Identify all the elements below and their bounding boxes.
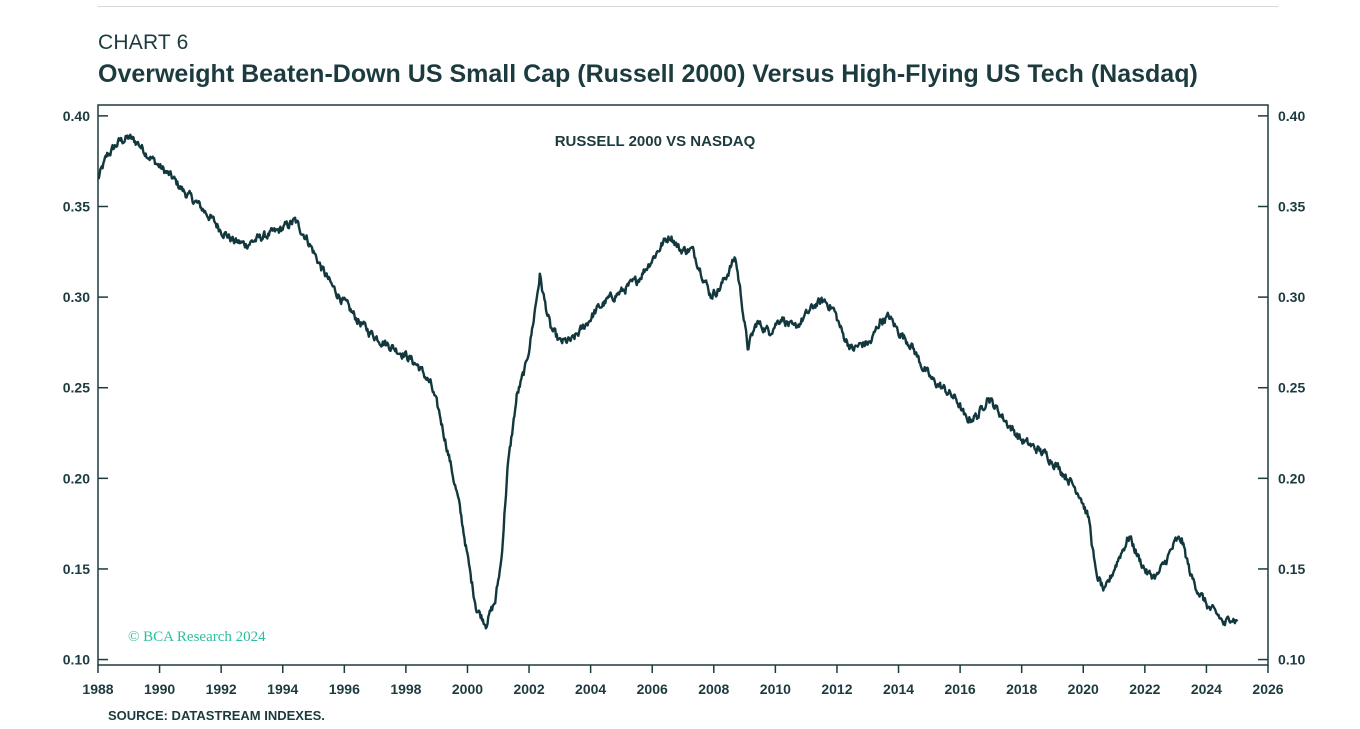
y-tick-label-right: 0.25 xyxy=(1278,380,1305,396)
x-tick-label: 2014 xyxy=(883,681,914,697)
top-divider xyxy=(98,6,1278,7)
x-tick-label: 2004 xyxy=(575,681,606,697)
x-tick-label: 2020 xyxy=(1068,681,1099,697)
x-tick-label: 2000 xyxy=(452,681,483,697)
series-line-russell-vs-nasdaq xyxy=(97,133,1239,630)
y-tick-label-right: 0.35 xyxy=(1278,198,1305,214)
y-tick-label-right: 0.40 xyxy=(1278,108,1305,124)
x-tick-label: 2002 xyxy=(513,681,544,697)
x-tick-label: 2026 xyxy=(1252,681,1283,697)
x-tick-label: 1992 xyxy=(206,681,237,697)
x-tick-label: 2022 xyxy=(1129,681,1160,697)
y-tick-label-left: 0.40 xyxy=(63,108,90,124)
chart-inner-title: RUSSELL 2000 VS NASDAQ xyxy=(555,133,756,150)
x-tick-label: 2006 xyxy=(637,681,668,697)
y-tick-label-left: 0.25 xyxy=(63,380,90,396)
page-title: Overweight Beaten-Down US Small Cap (Rus… xyxy=(98,60,1198,88)
y-axis-right: 0.10 0.15 0.20 0.25 0.30 0.35 0.40 xyxy=(1258,108,1305,668)
y-tick-label-left: 0.10 xyxy=(63,652,90,668)
x-axis: 1988 1990 1992 1994 1996 1998 2000 2002 2004 2006… xyxy=(82,665,1284,697)
y-axis-left: 0.10 0.15 0.20 0.25 0.30 0.35 0.40 xyxy=(63,108,108,668)
y-tick-label-left: 0.35 xyxy=(63,198,90,214)
y-tick-label-right: 0.10 xyxy=(1278,652,1305,668)
x-tick-label: 2018 xyxy=(1006,681,1037,697)
y-tick-label-left: 0.20 xyxy=(63,470,90,486)
y-tick-label-right: 0.15 xyxy=(1278,561,1305,577)
x-tick-label: 1994 xyxy=(267,681,298,697)
source-note: SOURCE: DATASTREAM INDEXES. xyxy=(108,708,325,723)
x-tick-label: 2010 xyxy=(760,681,791,697)
y-tick-label-left: 0.15 xyxy=(63,561,90,577)
plot-frame xyxy=(97,104,1269,666)
x-tick-label: 2016 xyxy=(945,681,976,697)
x-tick-label: 1996 xyxy=(329,681,360,697)
chart-number: CHART 6 xyxy=(98,31,189,54)
x-tick-label: 2024 xyxy=(1191,681,1222,697)
y-tick-label-right: 0.30 xyxy=(1278,289,1305,305)
copyright-label: © BCA Research 2024 xyxy=(128,629,266,645)
x-tick-label: 1998 xyxy=(390,681,421,697)
x-tick-label: 1988 xyxy=(82,681,113,697)
y-tick-label-right: 0.20 xyxy=(1278,470,1305,486)
x-tick-label: 1990 xyxy=(144,681,175,697)
y-tick-label-left: 0.30 xyxy=(63,289,90,305)
x-tick-label: 2012 xyxy=(821,681,852,697)
x-tick-label: 2008 xyxy=(698,681,729,697)
